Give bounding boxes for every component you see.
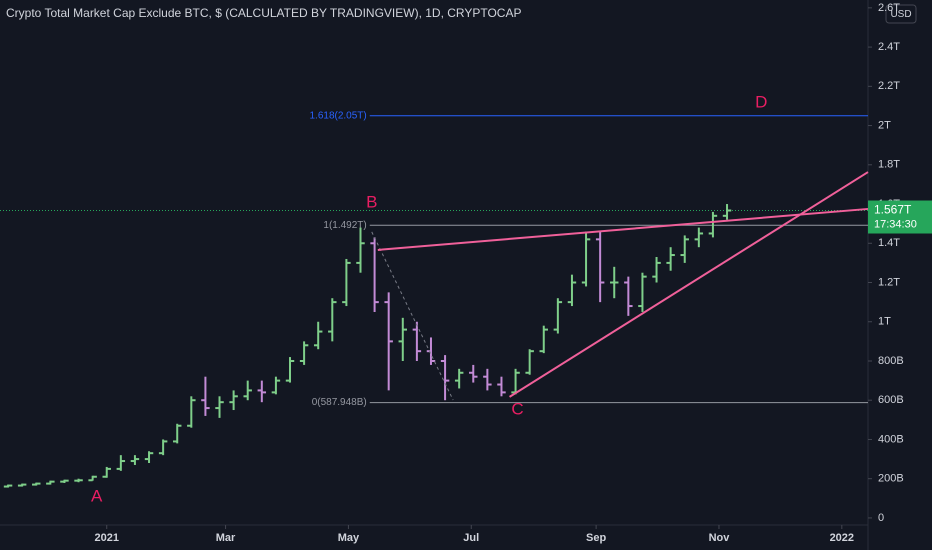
- annotation: B: [366, 193, 377, 212]
- y-tick-label: 200B: [878, 473, 904, 485]
- x-tick-label: Sep: [586, 532, 606, 544]
- x-tick-label: Jul: [463, 532, 479, 544]
- y-tick-label: 2.2T: [878, 80, 900, 92]
- annotation: A: [91, 486, 103, 505]
- y-tick-label: 1T: [878, 316, 891, 328]
- x-tick-label: 2021: [94, 532, 118, 544]
- fib-label: 1.618(2.05T): [309, 110, 366, 121]
- last-price-tag: [868, 200, 932, 234]
- annotation: C: [511, 400, 523, 419]
- y-tick-label: 400B: [878, 433, 904, 445]
- y-tick-label: 1.4T: [878, 237, 900, 249]
- y-tick-label: 1.2T: [878, 276, 900, 288]
- currency-button[interactable]: [885, 4, 917, 24]
- trend-line: [377, 207, 869, 251]
- x-tick-label: 2022: [830, 532, 854, 544]
- y-tick-label: 2.4T: [878, 41, 900, 53]
- y-tick-label: 600B: [878, 394, 904, 406]
- last-price-label: 1.567T: [874, 203, 912, 217]
- dashed-line: [371, 231, 454, 401]
- x-tick-label: May: [338, 532, 360, 544]
- fib-label: 0(587.948B): [312, 397, 367, 408]
- y-tick-label: 0: [878, 512, 884, 524]
- y-tick-label: 800B: [878, 355, 904, 367]
- y-tick-label: 1.8T: [878, 159, 900, 171]
- countdown: 17:34:30: [874, 218, 917, 230]
- fib-label: 1(1.492T): [323, 220, 366, 231]
- annotation: D: [755, 92, 767, 111]
- x-tick-label: Mar: [216, 532, 236, 544]
- y-tick-label: 2T: [878, 119, 891, 131]
- trend-line: [508, 171, 869, 398]
- chart-title: Crypto Total Market Cap Exclude BTC, $ (…: [6, 6, 521, 20]
- currency-label: USD: [890, 9, 911, 20]
- y-tick-label: 2.6T: [878, 2, 900, 14]
- x-tick-label: Nov: [709, 532, 731, 544]
